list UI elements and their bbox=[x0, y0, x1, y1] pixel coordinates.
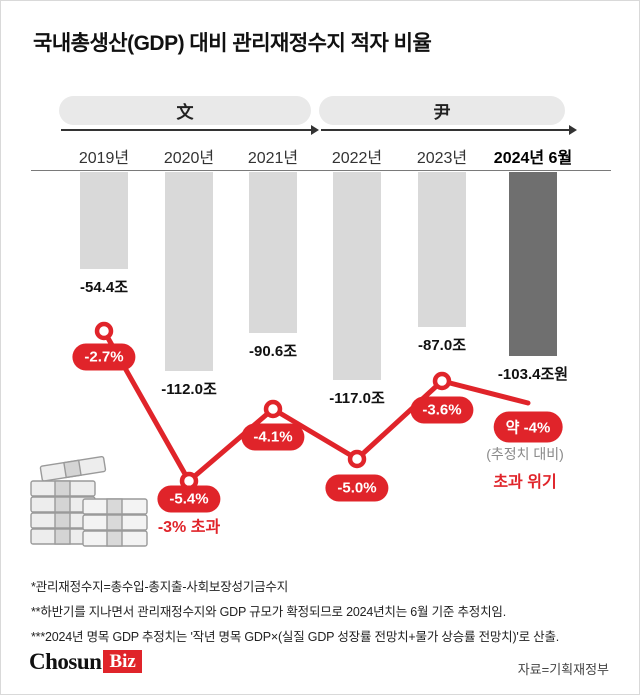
line-marker bbox=[94, 321, 114, 341]
logo-chosun-text: Chosun bbox=[29, 649, 102, 674]
exceed-note: -3% 초과 bbox=[157, 519, 221, 536]
logo-biz-badge: Biz bbox=[103, 650, 142, 673]
deficit-bar bbox=[165, 172, 213, 371]
year-label: 2021년 bbox=[247, 150, 299, 167]
footnotes-block: *관리재정수지=총수입-총지출-사회보장성기금수지 **하반기를 지나면서 관리… bbox=[31, 575, 559, 650]
deficit-bar bbox=[80, 172, 128, 269]
era-arrowhead-moon-icon bbox=[311, 125, 319, 135]
era-arrowhead-yoon-icon bbox=[569, 125, 577, 135]
money-stack-illustration bbox=[30, 455, 148, 547]
bar-value-label: -87.0조 bbox=[418, 337, 466, 354]
bar-value-label: -54.4조 bbox=[80, 279, 128, 296]
pct-pill: -5.0% bbox=[325, 474, 389, 502]
bar-value-label: -90.6조 bbox=[249, 343, 297, 360]
year-label: 2022년 bbox=[331, 150, 383, 167]
year-label: 2024년 6월 bbox=[493, 150, 573, 167]
line-marker bbox=[347, 449, 367, 469]
line-marker bbox=[263, 399, 283, 419]
deficit-bar bbox=[249, 172, 297, 333]
year-label: 2023년 bbox=[416, 150, 468, 167]
pct-pill: -3.6% bbox=[410, 396, 474, 424]
footnote: *관리재정수지=총수입-총지출-사회보장성기금수지 bbox=[31, 580, 288, 594]
line-marker bbox=[432, 371, 452, 391]
bar-value-label: -103.4조원 bbox=[497, 366, 569, 383]
bar-value-label: -112.0조 bbox=[161, 381, 217, 398]
deficit-bar bbox=[509, 172, 557, 356]
pct-pill: 약 -4% bbox=[493, 411, 563, 443]
bar-value-label: -117.0조 bbox=[329, 390, 385, 407]
era-arrow-moon bbox=[61, 129, 311, 131]
year-label: 2019년 bbox=[78, 150, 130, 167]
source-credit: 자료=기획재정부 bbox=[517, 662, 609, 677]
year-label: 2020년 bbox=[163, 150, 215, 167]
era-pill-moon: 文 bbox=[59, 96, 311, 125]
footnote: **하반기를 지나면서 관리재정수지와 GDP 규모가 확정되므로 2024년치… bbox=[31, 605, 506, 619]
era-arrow-yoon bbox=[321, 129, 569, 131]
page-title: 국내총생산(GDP) 대비 관리재정수지 적자 비율 bbox=[33, 32, 432, 55]
era-pill-yoon: 尹 bbox=[319, 96, 565, 125]
footnote: ***2024년 명목 GDP 추정치는 '작년 명목 GDP×(실질 GDP … bbox=[31, 630, 560, 644]
pct-pill: -4.1% bbox=[241, 423, 305, 451]
pct-pill: -2.7% bbox=[72, 343, 136, 371]
crisis-note: 초과 위기 bbox=[493, 474, 557, 491]
axis-baseline bbox=[31, 170, 611, 171]
deficit-bar bbox=[333, 172, 381, 380]
deficit-bar bbox=[418, 172, 466, 327]
estimate-note: (추정치 대비) bbox=[486, 446, 564, 462]
pct-pill: -5.4% bbox=[157, 485, 221, 513]
chosunbiz-logo: Chosun Biz bbox=[29, 649, 142, 675]
